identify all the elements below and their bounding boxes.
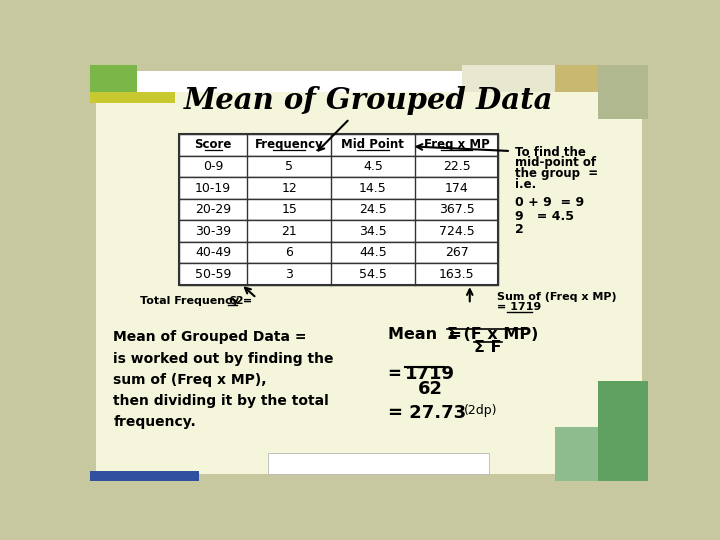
Text: Sum of (Freq x MP): Sum of (Freq x MP): [497, 292, 616, 301]
Text: Freq x MP: Freq x MP: [423, 138, 490, 151]
Text: 1719: 1719: [405, 365, 456, 383]
Text: Mean  =: Mean =: [388, 327, 468, 342]
Text: 367.5: 367.5: [438, 203, 474, 216]
Text: 54.5: 54.5: [359, 268, 387, 281]
Bar: [179, 134, 498, 285]
Text: 62: 62: [228, 296, 243, 306]
Text: Mean of Grouped Data: Mean of Grouped Data: [184, 86, 554, 116]
Bar: [555, 65, 648, 92]
Bar: [179, 220, 498, 242]
Bar: [90, 65, 137, 92]
Text: 14.5: 14.5: [359, 181, 387, 194]
Text: 0-9: 0-9: [203, 160, 223, 173]
Bar: [179, 264, 498, 285]
Text: the group  =: the group =: [515, 167, 598, 180]
Text: 24.5: 24.5: [359, 203, 387, 216]
Text: Mean of Grouped Data =
is worked out by finding the
sum of (Freq x MP),
then div: Mean of Grouped Data = is worked out by …: [113, 330, 334, 429]
Text: 724.5: 724.5: [438, 225, 474, 238]
Text: Total Frequency =: Total Frequency =: [140, 296, 256, 306]
Text: 22.5: 22.5: [443, 160, 470, 173]
Text: Σ F: Σ F: [474, 340, 501, 355]
Text: 15: 15: [282, 203, 297, 216]
Text: 2: 2: [515, 224, 523, 237]
Text: =: =: [388, 365, 408, 383]
Text: Score: Score: [194, 138, 232, 151]
Text: To find the: To find the: [515, 146, 585, 159]
Text: Frequency: Frequency: [255, 138, 323, 151]
Bar: [179, 134, 498, 156]
Text: = 1719: = 1719: [497, 302, 541, 312]
Text: 30-39: 30-39: [195, 225, 231, 238]
Text: 21: 21: [282, 225, 297, 238]
Text: = 27.73: = 27.73: [388, 403, 467, 422]
Bar: [598, 65, 648, 119]
Bar: [598, 381, 648, 481]
Bar: [179, 156, 498, 177]
Bar: [179, 177, 498, 199]
Text: mid-point of: mid-point of: [515, 157, 596, 170]
Text: 6: 6: [285, 246, 293, 259]
Text: 62: 62: [418, 381, 443, 399]
Text: 4.5: 4.5: [363, 160, 383, 173]
Bar: [179, 242, 498, 264]
Text: 44.5: 44.5: [359, 246, 387, 259]
Text: i.e.: i.e.: [515, 178, 536, 191]
Text: Mid Point: Mid Point: [341, 138, 405, 151]
Text: 5: 5: [285, 160, 293, 173]
Text: 0 + 9  = 9: 0 + 9 = 9: [515, 195, 584, 208]
Text: 9   = 4.5: 9 = 4.5: [515, 210, 574, 222]
Text: 34.5: 34.5: [359, 225, 387, 238]
Text: 10-19: 10-19: [195, 181, 231, 194]
Text: 267: 267: [445, 246, 469, 259]
Bar: [179, 199, 498, 220]
Text: 40-49: 40-49: [195, 246, 231, 259]
Text: 174: 174: [445, 181, 469, 194]
Bar: [269, 453, 489, 475]
Bar: [90, 92, 175, 103]
Bar: [462, 65, 555, 92]
Text: (2dp): (2dp): [464, 403, 498, 416]
Text: 50-59: 50-59: [195, 268, 231, 281]
Bar: [96, 71, 554, 92]
Bar: [555, 427, 648, 481]
Text: 12: 12: [282, 181, 297, 194]
Text: 20-29: 20-29: [195, 203, 231, 216]
Text: 163.5: 163.5: [438, 268, 474, 281]
Text: Σ (F x MP): Σ (F x MP): [447, 327, 539, 342]
Bar: [90, 471, 199, 481]
Text: 3: 3: [285, 268, 293, 281]
